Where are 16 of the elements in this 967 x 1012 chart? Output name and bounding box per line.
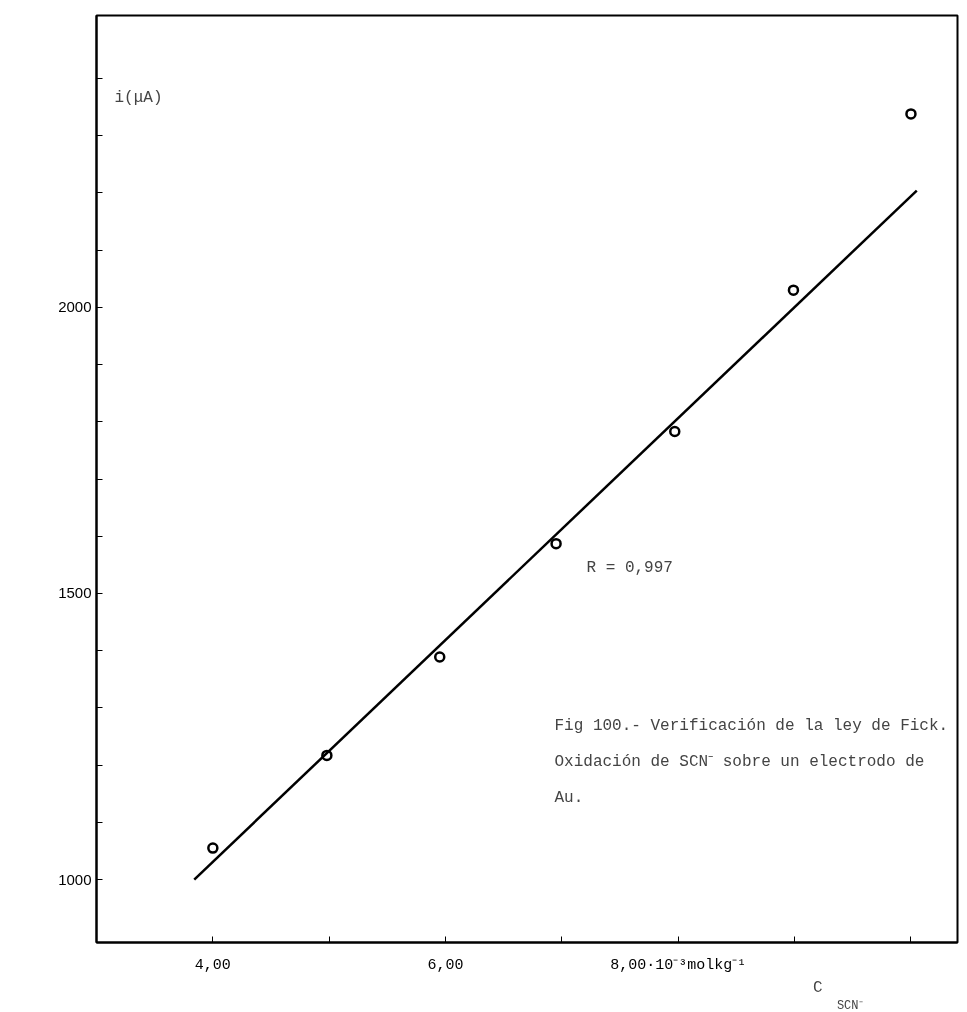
point <box>207 842 219 854</box>
annotation: Fig 100.- Verificación de la ley de Fick. Oxidación de SCN⁻ sobre un electrodo de Au. <box>554 716 949 807</box>
point <box>550 537 562 550</box>
y-tick-label: 2000 <box>58 298 92 316</box>
x-axis-title: CSCN⁻ <box>812 978 863 1012</box>
point <box>669 425 681 438</box>
y-axis-title: i(μA) <box>114 88 163 107</box>
point <box>905 108 917 120</box>
point <box>787 284 800 296</box>
x-tick-label: 6,00 <box>427 956 464 974</box>
point <box>433 651 446 663</box>
y-tick-label: 1000 <box>58 870 92 888</box>
x-tick-label: 8,00·10⁻³molkg⁻¹ <box>610 956 747 974</box>
x-tick-label: 4,00 <box>194 956 231 974</box>
y-tick-label: 1500 <box>58 584 92 602</box>
annotation: R = 0,997 <box>586 558 673 577</box>
